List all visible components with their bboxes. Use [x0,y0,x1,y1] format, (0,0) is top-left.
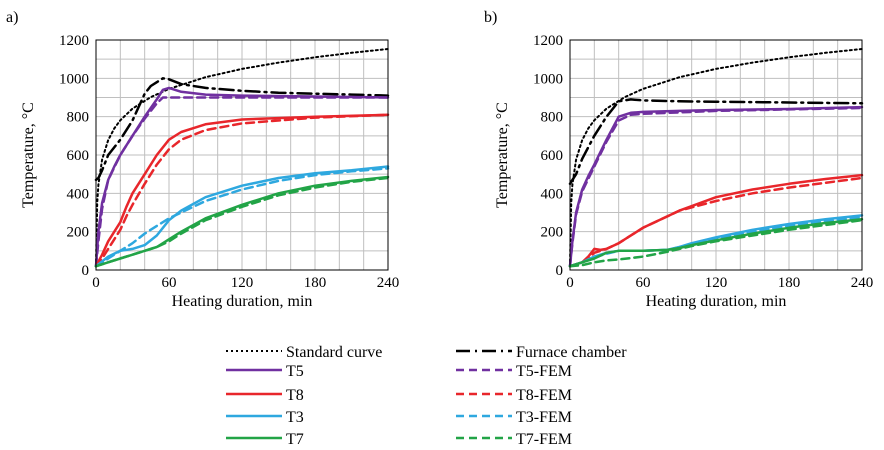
panel-a-plot-frame [95,39,389,271]
panel-a-x-tick-label: 180 [304,275,327,291]
panel-a-y-tick-label: 1000 [59,71,89,87]
panel-b-y-tick-label: 1000 [533,71,563,87]
panel-b-label: b) [484,9,497,26]
panel-a-series-t5 [94,86,390,268]
legend-entry-furnace-chamber: Furnace chamber [456,344,627,361]
panel-a-series-t5-fem [94,96,390,268]
legend-entry-t5-fem: T5-FEM [456,363,572,380]
panel-b-chart: b) 0 60 120 180 240 0 200 400 600 800 1000 1200 Hea… [484,9,873,310]
panel-a-y-tick-label: 1200 [59,33,89,49]
panel-a-x-tick-label: 120 [231,275,254,291]
panel-a-series-t8 [94,113,390,268]
legend-label-t3-fem: T3-FEM [516,409,572,426]
legend-entry-t3-fem: T3-FEM [456,409,572,426]
legend-entry-t8-fem: T8-FEM [456,387,572,404]
panel-b-y-tick-label: 200 [541,225,564,241]
panel-b-x-axis-label: Heating duration, min [646,293,787,310]
legend-label-t8-fem: T8-FEM [516,387,572,404]
panel-a-x-tick-label: 60 [162,275,177,291]
panel-a-x-tick-label: 240 [377,275,400,291]
panel-a-x-tick-label: 0 [92,275,100,291]
panel-b-series-t8-fem [568,176,864,268]
panel-b-y-tick-label: 1200 [533,33,563,49]
legend-label-t5-fem: T5-FEM [516,363,572,380]
panel-b-series-t7 [568,217,864,268]
panel-b-plot-frame [569,39,863,271]
panel-b-series-furnace-chamber [568,98,864,186]
panel-b-y-axis-label: Temperature, °C [494,102,511,208]
panel-b-series-t5-fem [568,106,864,268]
legend-label-t7: T7 [286,431,304,448]
legend-label-furnace-chamber: Furnace chamber [516,344,627,361]
panel-b-x-tick-label: 180 [778,275,801,291]
panel-a-x-axis-label: Heating duration, min [172,293,313,310]
legend-entry-t3: T3 [226,409,304,426]
legend-entry-t7-fem: T7-FEM [456,431,572,448]
panel-a-y-axis-label: Temperature, °C [20,102,37,208]
panel-a-y-tick-label: 400 [67,186,90,202]
panel-a-y-tick-label: 0 [82,263,90,279]
panel-a-series-furnace-chamber [94,77,390,182]
legend-entry-standard-curve: Standard curve [226,344,382,361]
panel-a-y-tick-label: 800 [67,110,90,126]
panel-b-x-tick-label: 60 [636,275,651,291]
panel-b-x-tick-label: 120 [705,275,728,291]
legend-entry-t5: T5 [226,363,304,380]
legend-label-t8: T8 [286,387,304,404]
panel-b-y-tick-label: 0 [556,263,564,279]
panel-b-y-tick-label: 400 [541,186,564,202]
panel-b-x-tick-label: 0 [566,275,574,291]
panel-a-series-t3-fem [94,167,390,268]
panel-a-y-tick-label: 600 [67,148,90,164]
panel-a-label: a) [6,9,18,26]
panel-b-series-t7-fem [568,218,864,268]
legend-label-t5: T5 [286,363,304,380]
panel-b-x-tick-label: 240 [851,275,874,291]
panel-a-series-t8-fem [94,113,390,268]
panel-a-y-tick-label: 200 [67,225,90,241]
chart-legend: Standard curve Furnace chamber T5 T5-FEM… [226,344,627,448]
panel-a-chart: a) 0 60 120 180 240 0 200 400 600 800 1000 1200 Hea… [6,9,399,310]
legend-label-standard-curve: Standard curve [286,344,382,361]
panel-b-y-tick-label: 600 [541,148,564,164]
legend-label-t3: T3 [286,409,304,426]
legend-label-t7-fem: T7-FEM [516,431,572,448]
panel-b-series-standard-curve [569,48,863,268]
legend-entry-t7: T7 [226,431,304,448]
legend-entry-t8: T8 [226,387,304,404]
panel-a-series-t7-fem [94,176,390,268]
panel-b-y-tick-label: 800 [541,110,564,126]
